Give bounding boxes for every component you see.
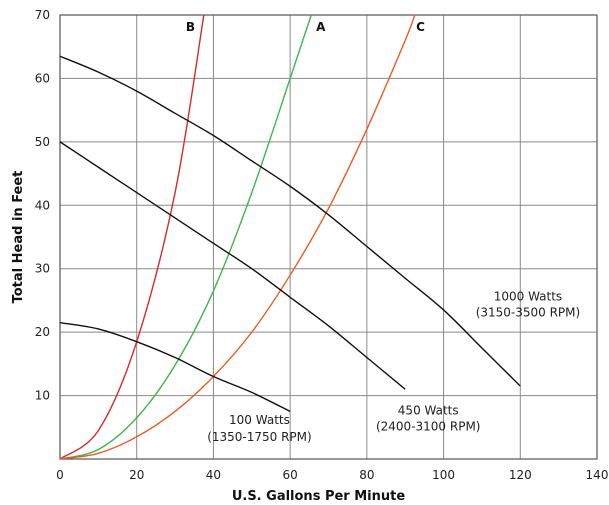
x-tick-label: 120 bbox=[509, 468, 532, 482]
series-b-line bbox=[60, 15, 205, 459]
x-tick-label: 40 bbox=[206, 468, 221, 482]
y-tick-label: 50 bbox=[35, 135, 50, 149]
y-axis-title: Total Head in Feet bbox=[11, 171, 26, 304]
y-tick-label: 20 bbox=[35, 325, 50, 339]
x-tick-label: 100 bbox=[432, 468, 455, 482]
annotation-label: 450 Watts bbox=[398, 404, 459, 418]
series-100-watts-1350-1750-rpm-line bbox=[60, 321, 291, 413]
curve-label: B bbox=[186, 20, 195, 34]
series-1000-watts-3150-3500-rpm-line bbox=[60, 55, 521, 387]
y-tick-label: 70 bbox=[35, 8, 50, 22]
grid bbox=[60, 15, 597, 459]
x-axis-title: U.S. Gallons Per Minute bbox=[232, 489, 406, 504]
y-tick-label: 10 bbox=[35, 389, 50, 403]
series-c-line bbox=[60, 15, 416, 459]
x-tick-label: 0 bbox=[56, 468, 64, 482]
y-tick-label: 60 bbox=[35, 71, 50, 85]
series-450-watts-2400-3100-rpm-line bbox=[60, 141, 406, 390]
axes: 0 20 40 60 80 100 120 140 10 20 30 40 50 60 70 bbox=[35, 8, 609, 482]
annotations: B A C 1000 Watts (3150-3500 RPM) 450 Watts(24… bbox=[186, 20, 580, 444]
x-tick-label: 60 bbox=[283, 468, 298, 482]
annotation-label: 100 Watts bbox=[229, 413, 290, 427]
annotation-label: (1350-1750 RPM) bbox=[207, 430, 312, 444]
x-tick-label: 20 bbox=[129, 468, 144, 482]
series-group bbox=[60, 15, 521, 459]
curve-label: C bbox=[416, 20, 425, 34]
curve-label: A bbox=[316, 20, 326, 34]
y-tick-label: 40 bbox=[35, 198, 50, 212]
x-tick-label: 140 bbox=[586, 468, 609, 482]
y-tick-label: 30 bbox=[35, 262, 50, 276]
x-tick-label: 80 bbox=[359, 468, 374, 482]
plot-frame bbox=[59, 14, 598, 460]
series-a-line bbox=[60, 15, 312, 459]
annotation-label: (2400-3100 RPM) bbox=[376, 419, 481, 433]
annotation-label: (3150-3500 RPM) bbox=[476, 305, 581, 319]
annotation-label: 1000 Watts bbox=[494, 289, 562, 303]
